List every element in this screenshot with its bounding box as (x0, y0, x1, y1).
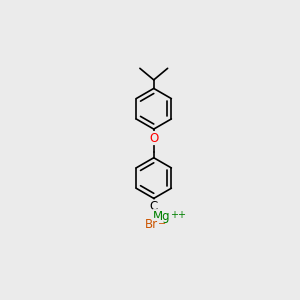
Text: ++: ++ (170, 210, 186, 220)
Text: O: O (149, 132, 158, 145)
Text: C: C (150, 200, 158, 213)
Text: Br: Br (145, 218, 158, 232)
Text: Mg: Mg (153, 210, 171, 223)
Text: −: − (158, 219, 166, 229)
